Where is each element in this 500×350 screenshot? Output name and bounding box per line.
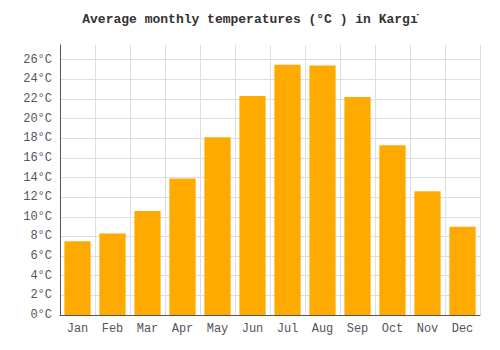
svg-text:26°C: 26°C bbox=[23, 53, 52, 67]
svg-text:Average monthly temperatures (: Average monthly temperatures (°C ) in Ka… bbox=[82, 12, 418, 27]
svg-text:Sep: Sep bbox=[347, 322, 369, 336]
svg-text:Dec: Dec bbox=[452, 322, 474, 336]
svg-text:12°C: 12°C bbox=[23, 190, 52, 204]
svg-text:16°C: 16°C bbox=[23, 151, 52, 165]
svg-text:Feb: Feb bbox=[102, 322, 124, 336]
svg-text:Mar: Mar bbox=[137, 322, 159, 336]
svg-text:May: May bbox=[207, 322, 229, 336]
svg-text:14°C: 14°C bbox=[23, 171, 52, 185]
svg-text:4°C: 4°C bbox=[30, 269, 52, 283]
svg-text:Jun: Jun bbox=[242, 322, 264, 336]
svg-text:Aug: Aug bbox=[312, 322, 334, 336]
svg-text:10°C: 10°C bbox=[23, 210, 52, 224]
svg-text:22°C: 22°C bbox=[23, 92, 52, 106]
svg-text:Oct: Oct bbox=[382, 322, 404, 336]
svg-text:20°C: 20°C bbox=[23, 112, 52, 126]
svg-text:Jul: Jul bbox=[277, 322, 299, 336]
svg-text:Jan: Jan bbox=[67, 322, 89, 336]
svg-text:6°C: 6°C bbox=[30, 249, 52, 263]
svg-text:24°C: 24°C bbox=[23, 72, 52, 86]
svg-text:0°C: 0°C bbox=[30, 308, 52, 322]
svg-text:Apr: Apr bbox=[172, 322, 194, 336]
svg-text:Nov: Nov bbox=[417, 322, 439, 336]
svg-text:18°C: 18°C bbox=[23, 131, 52, 145]
svg-text:2°C: 2°C bbox=[30, 288, 52, 302]
svg-text:8°C: 8°C bbox=[30, 229, 52, 243]
